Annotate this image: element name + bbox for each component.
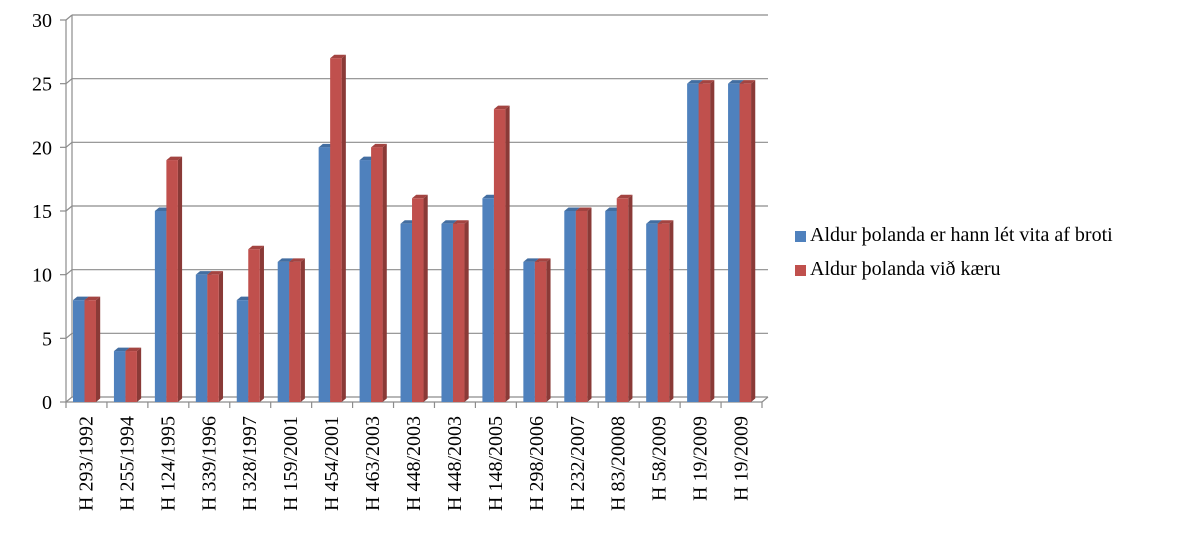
bar-red: [698, 80, 715, 403]
bar-red: [166, 156, 183, 402]
x-axis-depth: [761, 396, 769, 403]
legend: Aldur þolanda er hann lét vita af broti …: [795, 222, 1195, 290]
legend-swatch-red: [795, 265, 806, 276]
bar-red: [248, 245, 264, 402]
x-category-label: H 159/2001: [280, 416, 302, 511]
x-category-label: H 448/2003: [444, 416, 466, 511]
x-category-label: H 232/2007: [567, 416, 589, 511]
x-category-label: H 19/2009: [731, 416, 753, 501]
bar-red: [84, 296, 101, 402]
bar-red: [616, 194, 633, 402]
gridline-depth: [65, 332, 73, 339]
bar-red: [657, 220, 674, 402]
y-tick-label: 30: [32, 10, 52, 32]
gridline-depth: [65, 78, 73, 85]
x-category-label: H 19/2009: [690, 416, 712, 501]
y-tick-label: 10: [32, 265, 52, 287]
legend-swatch-blue: [795, 231, 806, 242]
legend-item-series-1: Aldur þolanda er hann lét vita af broti: [795, 222, 1195, 249]
gridline-depth: [65, 269, 73, 276]
legend-label-series-2: Aldur þolanda við kæru: [810, 258, 1001, 280]
bar-red: [493, 105, 510, 402]
x-category-label: H 124/1995: [157, 416, 179, 511]
bar-red: [452, 220, 469, 402]
x-category-label: H 339/1996: [198, 416, 220, 511]
x-category-label: H 148/2005: [485, 416, 507, 511]
bar-red: [575, 207, 592, 402]
y-tick-labels: 0 5 10 15 20 25 30: [32, 10, 52, 414]
legend-item-series-2: Aldur þolanda við kæru: [795, 256, 1195, 283]
y-tick-label: 15: [32, 201, 52, 223]
x-category-labels: H 293/1992 H 255/1994 H 124/1995 H 339/1996…: [75, 416, 752, 511]
legend-label-series-1: Aldur þolanda er hann lét vita af broti: [810, 224, 1113, 246]
y-tick-label: 25: [32, 74, 52, 96]
x-category-label: H 328/1997: [239, 416, 261, 511]
gridline-depth: [65, 396, 73, 403]
y-tick-label: 0: [42, 392, 52, 414]
bar-red: [534, 258, 551, 402]
y-tick-label: 5: [42, 328, 52, 350]
bar-red: [330, 54, 346, 402]
x-category-label: H 255/1994: [116, 416, 138, 511]
x-category-label: H 448/2003: [403, 416, 425, 511]
x-category-label: H 58/2009: [649, 416, 671, 501]
bar-red: [125, 347, 142, 402]
bar-red: [289, 258, 305, 402]
x-category-label: H 298/2006: [526, 416, 548, 511]
gridline-depth: [65, 14, 73, 21]
bars: [73, 54, 756, 403]
bar-red: [371, 143, 387, 403]
x-category-label: H 83/20008: [608, 416, 630, 511]
x-category-label: H 293/1992: [75, 416, 97, 511]
y-tick-label: 20: [32, 137, 52, 159]
gridline-depth: [65, 205, 73, 212]
x-category-label: H 454/2001: [321, 416, 343, 511]
bar-red: [739, 80, 756, 403]
bar-red: [207, 271, 224, 402]
bar-red: [412, 194, 428, 402]
x-category-label: H 463/2003: [362, 416, 384, 511]
gridline-depth: [65, 141, 73, 148]
